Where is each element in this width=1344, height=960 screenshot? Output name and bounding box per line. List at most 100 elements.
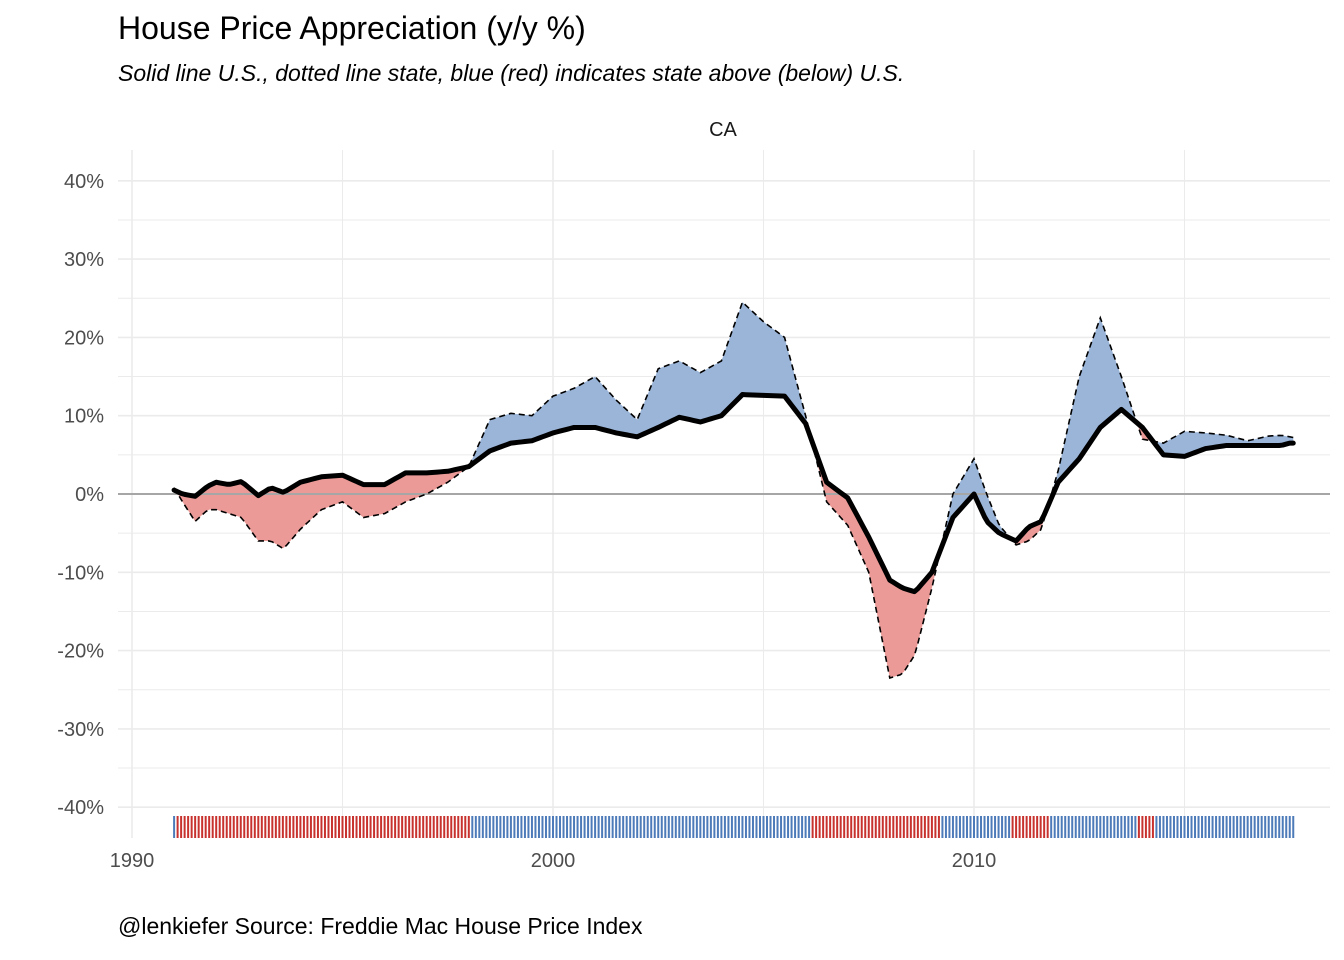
rug-tick [1183,816,1186,838]
rug-tick [783,816,786,838]
rug-tick [920,816,923,838]
rug-tick [327,816,330,838]
rug-tick [1257,816,1260,838]
rug-tick [418,816,421,838]
rug-tick [815,816,818,838]
rug-tick [1155,816,1158,838]
rug-tick [334,816,337,838]
rug-tick [348,816,351,838]
rug-tick [1271,816,1274,838]
rug-tick [881,816,884,838]
rug-tick [871,816,874,838]
rug-tick [415,816,418,838]
rug-tick [797,816,800,838]
rug-tick [1162,816,1165,838]
rug-tick [397,816,400,838]
rug-tick [250,816,253,838]
rug-tick [857,816,860,838]
rug-tick [839,816,842,838]
rug-tick [927,816,930,838]
rug-tick [734,816,737,838]
rug-tick [460,816,463,838]
rug-tick [601,816,604,838]
rug-tick [867,816,870,838]
rug-tick [678,816,681,838]
rug-tick [965,816,968,838]
rug-tick [902,816,905,838]
rug-tick [1102,816,1105,838]
rug-tick [1190,816,1193,838]
rug-tick [446,816,449,838]
us-line [171,392,1296,595]
rug-tick [688,816,691,838]
rug-tick [737,816,740,838]
rug-tick [790,816,793,838]
rug-tick [776,816,779,838]
rug-tick [892,816,895,838]
rug-tick [973,816,975,838]
rug-tick [643,816,646,838]
rug-tick [1151,816,1154,838]
rug-tick [1001,816,1004,838]
rug-tick [685,816,688,838]
rug-tick [1081,816,1084,838]
rug-tick [1201,816,1204,838]
rug-tick [1134,816,1137,838]
rug-tick [274,816,277,838]
rug-tick [748,816,751,838]
rug-tick [481,816,484,838]
rug-tick [716,816,719,838]
rug-tick [632,816,635,838]
rug-tick [850,816,853,838]
rug-tick [1011,816,1014,838]
rug-tick [467,816,470,838]
rug-tick [1043,816,1046,838]
rug-tick [457,816,460,838]
rug-tick [699,816,702,838]
rug-tick [1106,816,1109,838]
rug-tick [236,816,239,838]
rug-tick [1232,816,1235,838]
rug-tick [292,816,295,838]
rug-tick [980,816,983,838]
rug-tick [604,816,607,838]
rug-tick [615,816,618,838]
rug-tick [1187,816,1190,838]
rug-tick [1071,816,1074,838]
rug-tick [376,816,379,838]
rug-tick [474,816,477,838]
state-above-area [468,302,812,467]
rug-tick [313,816,316,838]
rug-tick [758,816,761,838]
rug-tick [302,816,305,838]
rug-tick [1053,816,1056,838]
rug-tick [478,816,481,838]
rug-tick [751,816,754,838]
rug-tick [1148,816,1151,838]
rug-tick [299,816,302,838]
rug-tick [794,816,797,838]
rug-tick [443,816,446,838]
rug-tick [404,816,407,838]
rug-tick [1158,816,1161,838]
rug-tick [825,816,828,838]
rug-tick [702,816,705,838]
rug-tick [1029,816,1032,838]
rug-tick [667,816,670,838]
y-tick-label: 10% [64,406,104,428]
rug-tick [744,816,747,838]
rug-tick [755,816,758,838]
rug-tick [1278,816,1281,838]
state-above-area [940,458,1011,551]
rug-tick [625,816,628,838]
rug-tick [190,816,193,838]
rug-tick [566,816,569,838]
rug-tick [1172,816,1175,838]
rug-tick [362,816,365,838]
rug-tick [222,816,225,838]
rug-tick [1141,816,1144,838]
rug-tick [267,816,270,838]
rug-tick [345,816,348,838]
rug-tick [1046,816,1049,838]
rug-tick [1074,816,1077,838]
